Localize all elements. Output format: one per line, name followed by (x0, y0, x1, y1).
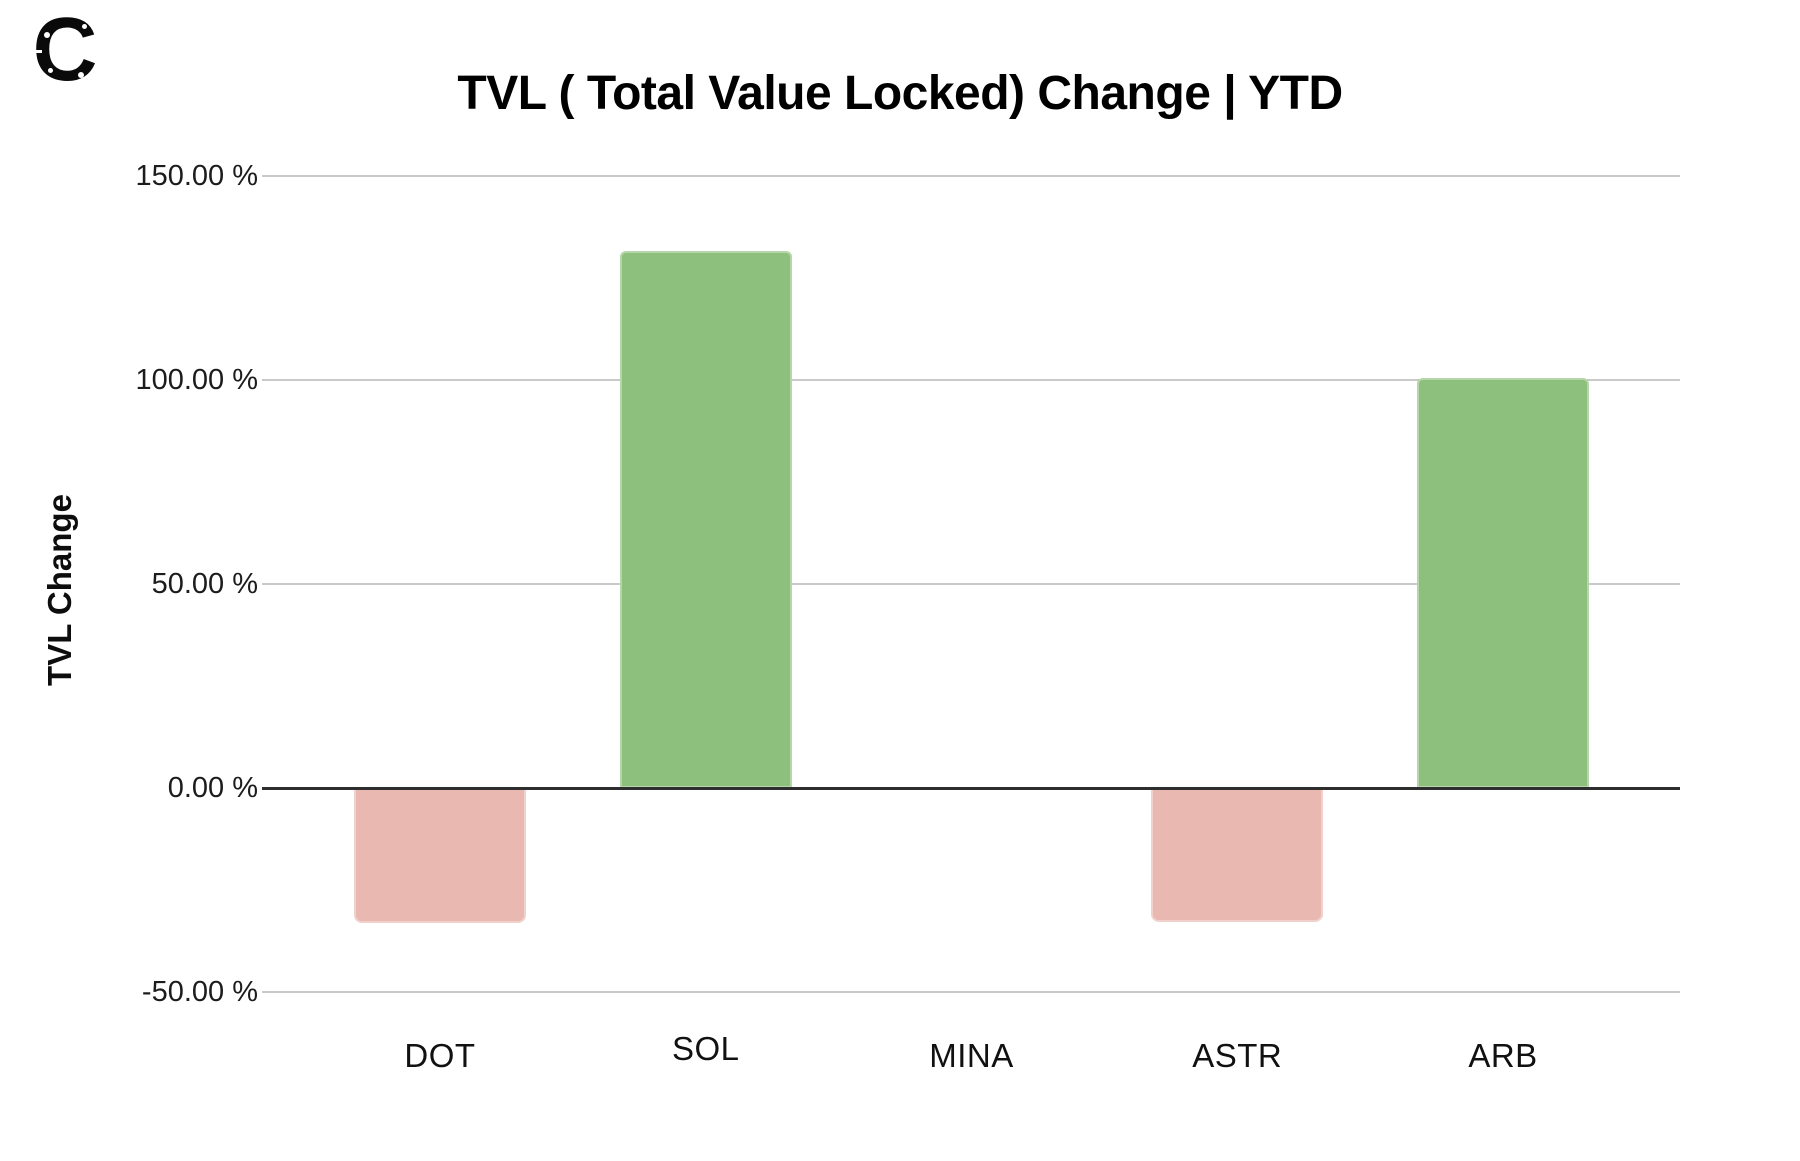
gridline-50 (262, 583, 1680, 585)
y-tick-label-50: 50.00 % (151, 568, 258, 600)
logo-c-icon: C (30, 5, 100, 95)
gridline--50 (262, 991, 1680, 993)
logo-speck (32, 50, 42, 53)
x-tick-label-sol: SOL (671, 1030, 740, 1067)
logo-speck (48, 68, 53, 73)
logo-speck (44, 32, 50, 38)
bar-arb (1417, 377, 1589, 788)
chart-title: TVL ( Total Value Locked) Change | YTD (457, 67, 1343, 120)
bar-astr (1151, 788, 1324, 922)
x-tick-label-mina: MINA (929, 1037, 1014, 1074)
bar-sol (619, 251, 792, 788)
logo-speck (82, 24, 87, 29)
x-tick-label-arb: ARB (1468, 1037, 1538, 1074)
logo-speck (78, 72, 84, 78)
gridline-150 (262, 175, 1680, 177)
x-tick-label-dot: DOT (404, 1037, 476, 1074)
y-tick-label-100: 100.00 % (135, 364, 258, 396)
gridline-100 (262, 379, 1680, 381)
y-tick-label-0: 0.00 % (167, 772, 258, 804)
y-tick-label--50: -50.00 % (141, 976, 258, 1008)
logo-letter: C (32, 0, 98, 100)
plot-area (262, 175, 1680, 993)
zero-axis-line (262, 786, 1680, 790)
y-tick-label-150: 150.00 % (135, 160, 258, 192)
x-tick-label-astr: ASTR (1192, 1037, 1283, 1074)
bar-dot (354, 788, 526, 924)
